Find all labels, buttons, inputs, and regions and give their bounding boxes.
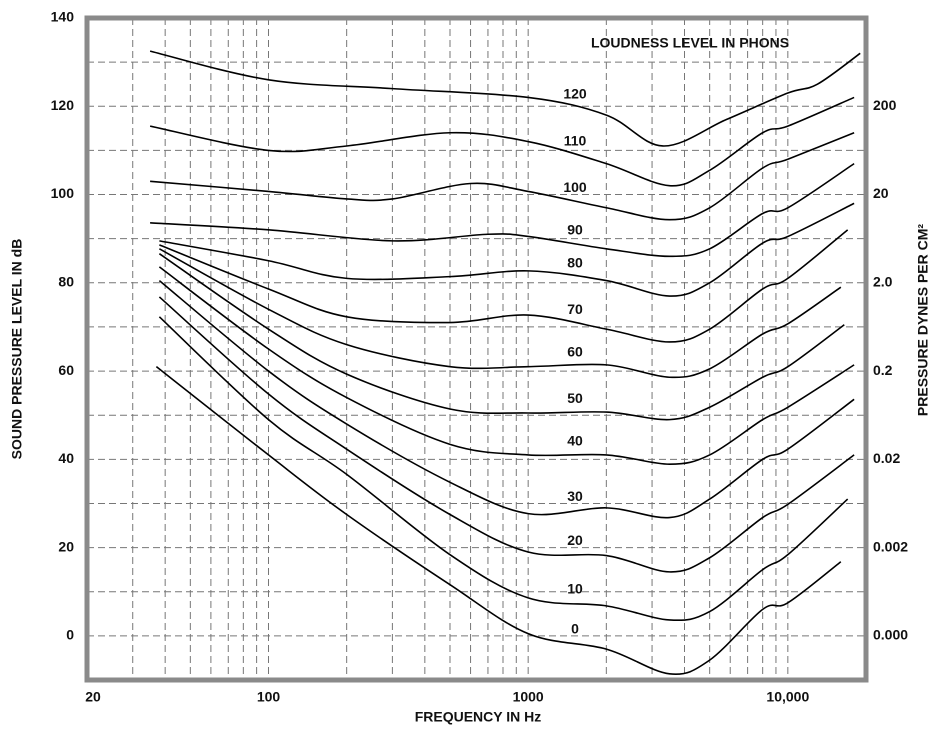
loudness-curve: [158, 248, 842, 379]
curve-label: 0: [571, 621, 579, 637]
y2-axis-title: PRESSURE DYNES PER CM²: [915, 224, 931, 416]
loudness-curve: [158, 296, 855, 573]
loudness-curve: [158, 266, 855, 465]
loudness-curve: [149, 50, 861, 147]
x-tick-label: 20: [85, 689, 101, 705]
x-tick-label: 100: [257, 689, 281, 705]
y2-tick-label: 2.0: [873, 273, 893, 289]
curve-label: 70: [567, 301, 583, 317]
y2-tick-label: 0.002: [873, 538, 908, 554]
y-tick-label: 0: [66, 627, 74, 643]
y-tick-label: 80: [58, 274, 74, 290]
curve-label: 40: [567, 433, 583, 449]
curve-label: 90: [567, 222, 583, 238]
x-tick-label: 10,000: [766, 689, 809, 705]
loudness-curve: [155, 366, 842, 676]
x-tick-label: 1000: [513, 689, 544, 705]
y-tick-label: 100: [51, 185, 75, 201]
y-tick-label: 20: [58, 538, 74, 554]
y-axis-title: SOUND PRESSURE LEVEL IN dB: [9, 239, 25, 460]
curve-label: 120: [563, 86, 587, 102]
y-tick-label: 120: [51, 97, 75, 113]
legend-title: LOUDNESS LEVEL IN PHONS: [591, 35, 789, 51]
y2-tick-label: 20: [873, 185, 889, 201]
curve-label: 10: [567, 580, 583, 596]
loudness-curve: [158, 316, 849, 622]
y-tick-label: 40: [58, 450, 74, 466]
loudness-curve: [150, 162, 855, 258]
loudness-curve: [159, 229, 849, 343]
y2-tick-label: 0.2: [873, 362, 893, 378]
grid: [87, 18, 866, 680]
curve-label: 60: [567, 343, 583, 359]
y-tick-label: 60: [58, 362, 74, 378]
curve-label: 20: [567, 532, 583, 548]
curve-label: 110: [564, 132, 587, 148]
loudness-curve: [158, 253, 845, 421]
loudness-curve: [158, 279, 855, 519]
y2-tick-label: 200: [873, 97, 897, 113]
loudness-curve: [149, 96, 855, 187]
loudness-curve: [150, 132, 855, 221]
y-tick-label: 140: [51, 9, 75, 25]
curve-label: 80: [567, 254, 583, 270]
curve-label: 100: [563, 179, 587, 195]
plot-frame: [84, 15, 869, 683]
y2-tick-label: 0.000: [873, 627, 908, 643]
curves: [149, 50, 861, 676]
loudness-curve: [159, 202, 855, 297]
curve-label: 50: [567, 390, 583, 406]
y2-tick-label: 0.02: [873, 450, 900, 466]
curve-label: 30: [567, 488, 583, 504]
x-axis-title: FREQUENCY IN Hz: [415, 709, 542, 725]
